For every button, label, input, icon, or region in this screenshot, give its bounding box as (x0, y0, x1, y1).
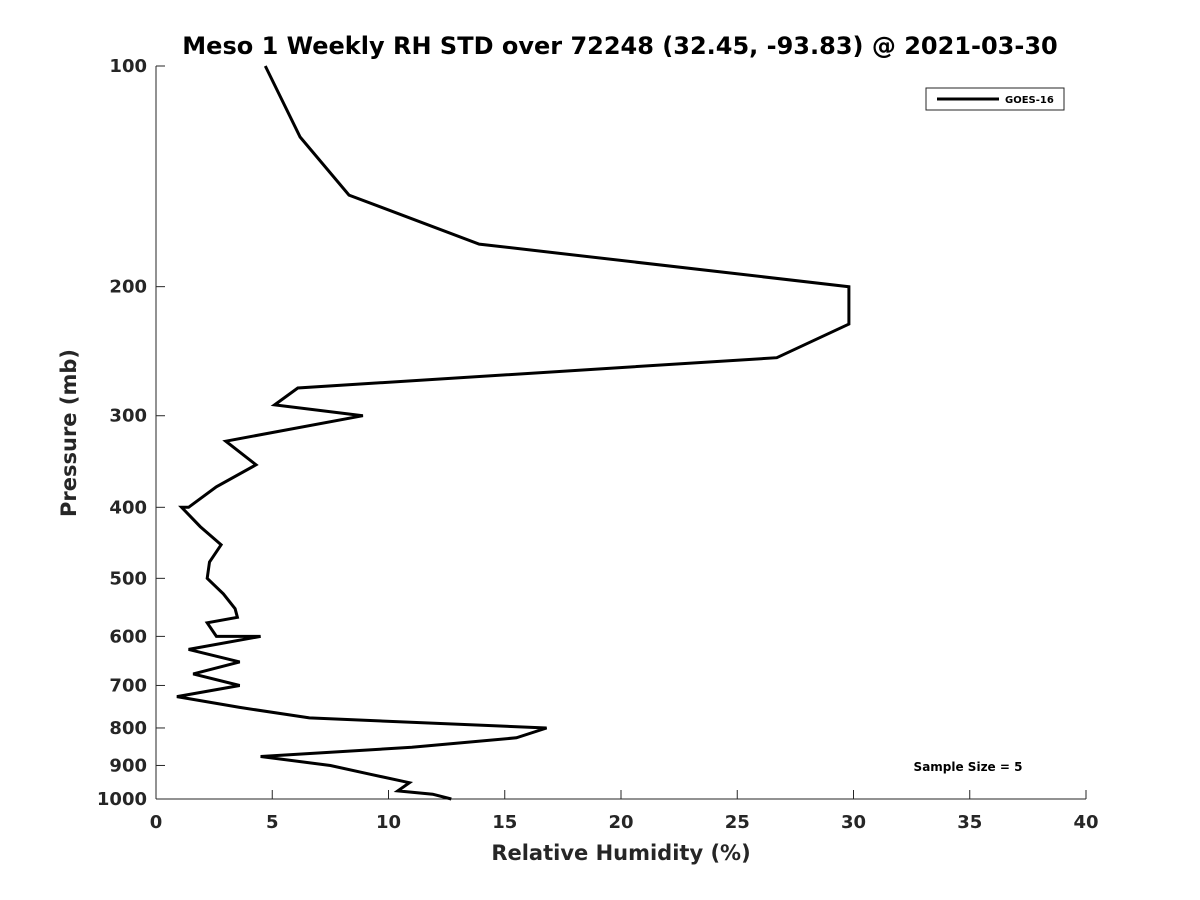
y-axis-ticks: 100 200 300 400 500 600 700 800 900 1000 (97, 56, 165, 810)
y-tick-label: 600 (109, 626, 147, 647)
x-axis-ticks: 0 5 10 15 20 25 30 35 40 (150, 790, 1099, 833)
y-tick-label: 1000 (97, 789, 147, 810)
y-tick-label: 400 (109, 497, 147, 518)
legend: GOES-16 (925, 87, 1065, 111)
x-tick-label: 5 (266, 812, 279, 833)
x-tick-label: 35 (957, 812, 982, 833)
x-tick-label: 0 (150, 812, 163, 833)
chart-title: Meso 1 Weekly RH STD over 72248 (32.45, … (182, 32, 1057, 60)
y-tick-label: 100 (109, 56, 147, 77)
sample-size-annotation: Sample Size = 5 (914, 760, 1023, 774)
x-axis-label: Relative Humidity (%) (491, 841, 750, 865)
x-tick-label: 10 (376, 812, 401, 833)
series-line-goes-16 (176, 65, 851, 801)
x-tick-label: 40 (1073, 812, 1098, 833)
y-tick-label: 900 (109, 755, 147, 776)
legend-label-goes-16: GOES-16 (1005, 95, 1054, 106)
x-tick-label: 15 (492, 812, 517, 833)
x-tick-label: 20 (608, 812, 633, 833)
y-tick-label: 700 (109, 675, 147, 696)
y-tick-label: 200 (109, 277, 147, 298)
x-tick-label: 25 (725, 812, 750, 833)
plot-area: 0 5 10 15 20 25 30 35 40 100 200 300 400 500 600 700 80… (97, 56, 1099, 833)
y-axis-label: Pressure (mb) (57, 349, 81, 517)
y-tick-label: 500 (109, 568, 147, 589)
x-tick-label: 30 (841, 812, 866, 833)
series-layer (176, 65, 851, 801)
y-tick-label: 300 (109, 406, 147, 427)
y-tick-label: 800 (109, 718, 147, 739)
